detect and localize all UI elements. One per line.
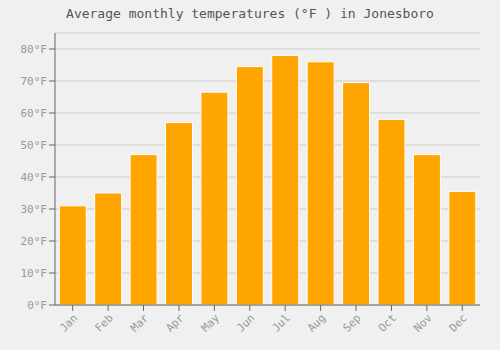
svg-text:Nov: Nov — [411, 311, 435, 335]
svg-text:Sep: Sep — [340, 311, 363, 334]
svg-text:Aug: Aug — [305, 311, 328, 334]
svg-text:Dec: Dec — [447, 311, 470, 334]
svg-text:0°F: 0°F — [27, 299, 47, 312]
svg-text:40°F: 40°F — [21, 171, 48, 184]
svg-text:Apr: Apr — [163, 311, 187, 335]
svg-text:20°F: 20°F — [21, 235, 48, 248]
svg-text:70°F: 70°F — [21, 75, 48, 88]
svg-text:60°F: 60°F — [21, 107, 48, 120]
svg-text:80°F: 80°F — [21, 43, 48, 56]
svg-text:Mar: Mar — [128, 311, 152, 335]
svg-text:10°F: 10°F — [21, 267, 48, 280]
svg-text:Feb: Feb — [93, 311, 116, 334]
svg-text:Jun: Jun — [234, 311, 257, 334]
svg-text:30°F: 30°F — [21, 203, 48, 216]
svg-text:Jan: Jan — [57, 311, 80, 334]
svg-text:Oct: Oct — [376, 311, 399, 334]
html-text:Average monthly temperatures (: Average monthly temperatures (°F ) in Jo… — [66, 6, 434, 21]
svg-text:May: May — [199, 311, 223, 335]
svg-text:Jul: Jul — [270, 311, 293, 334]
svg-text:50°F: 50°F — [21, 139, 48, 152]
